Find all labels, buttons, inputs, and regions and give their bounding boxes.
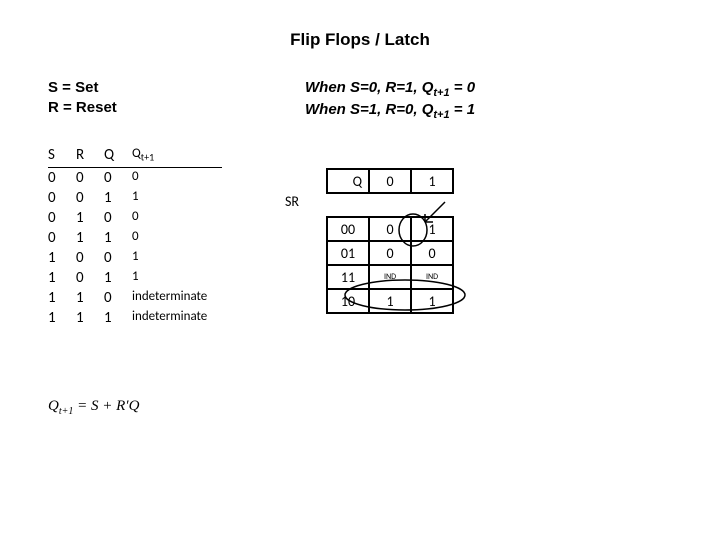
kmap-cell: IND — [411, 265, 453, 289]
eq-lhs: Q — [48, 398, 59, 414]
rule2-sub: t+1 — [433, 109, 449, 121]
transition-rules: When S=0, R=1, Qt+1 = 0 When S=1, R=0, Q… — [305, 78, 475, 123]
kmap-col1: 1 — [411, 169, 453, 193]
truth-row: 0011 — [48, 188, 222, 208]
th-s: S — [48, 145, 76, 165]
kmap-cell: 0 — [411, 241, 453, 265]
rule1-sub: t+1 — [433, 87, 449, 99]
characteristic-equation: Qt+1 = S + R′Q — [48, 398, 139, 417]
th-q: Q — [104, 145, 132, 165]
eq-lhs-sub: t+1 — [59, 406, 74, 417]
legend-definitions: S = Set R = Reset — [48, 78, 117, 117]
rule2-pre: When S=1, R=0, Q — [305, 101, 433, 118]
kmap-corner: Q — [327, 169, 369, 193]
th-r: R — [76, 145, 104, 165]
kmap-cell: 1 — [411, 289, 453, 313]
legend-set: S = Set — [48, 78, 117, 98]
truth-row: 0110 — [48, 228, 222, 248]
kmap-cell: 0 — [369, 217, 411, 241]
truth-row: 110indeterminate — [48, 288, 222, 308]
eq-rhs: = S + R′Q — [73, 398, 139, 414]
rule2-post: = 1 — [450, 101, 475, 118]
rule1-post: = 0 — [450, 79, 475, 96]
kmap-cell: 1 — [411, 217, 453, 241]
page-title: Flip Flops / Latch — [0, 30, 720, 50]
truth-table: S R Q Qt+1 0000 0011 0100 0110 1001 1011… — [48, 145, 222, 328]
truth-row: 0000 — [48, 168, 222, 188]
truth-row: 1011 — [48, 268, 222, 288]
rule1-pre: When S=0, R=1, Q — [305, 79, 433, 96]
kmap-row-00: 00 — [327, 217, 369, 241]
karnaugh-map: Q 0 1 SR 00 0 1 01 0 0 11 IND IND — [285, 168, 454, 314]
kmap-row-01: 01 — [327, 241, 369, 265]
kmap-cell: IND — [369, 265, 411, 289]
truth-row: 0100 — [48, 208, 222, 228]
kmap-row-10: 10 — [327, 289, 369, 313]
truth-row: 1001 — [48, 248, 222, 268]
kmap-cell: 1 — [369, 289, 411, 313]
kmap-row-11: 11 — [327, 265, 369, 289]
truth-table-header: S R Q Qt+1 — [48, 145, 222, 168]
rule-line-1: When S=0, R=1, Qt+1 = 0 — [305, 78, 475, 100]
truth-row: 111indeterminate — [48, 308, 222, 328]
legend-reset: R = Reset — [48, 98, 117, 118]
kmap-side-label: SR — [285, 193, 327, 217]
kmap-cell: 0 — [369, 241, 411, 265]
th-qnext: Qt+1 — [132, 145, 222, 165]
rule-line-2: When S=1, R=0, Qt+1 = 1 — [305, 100, 475, 122]
kmap-col0: 0 — [369, 169, 411, 193]
